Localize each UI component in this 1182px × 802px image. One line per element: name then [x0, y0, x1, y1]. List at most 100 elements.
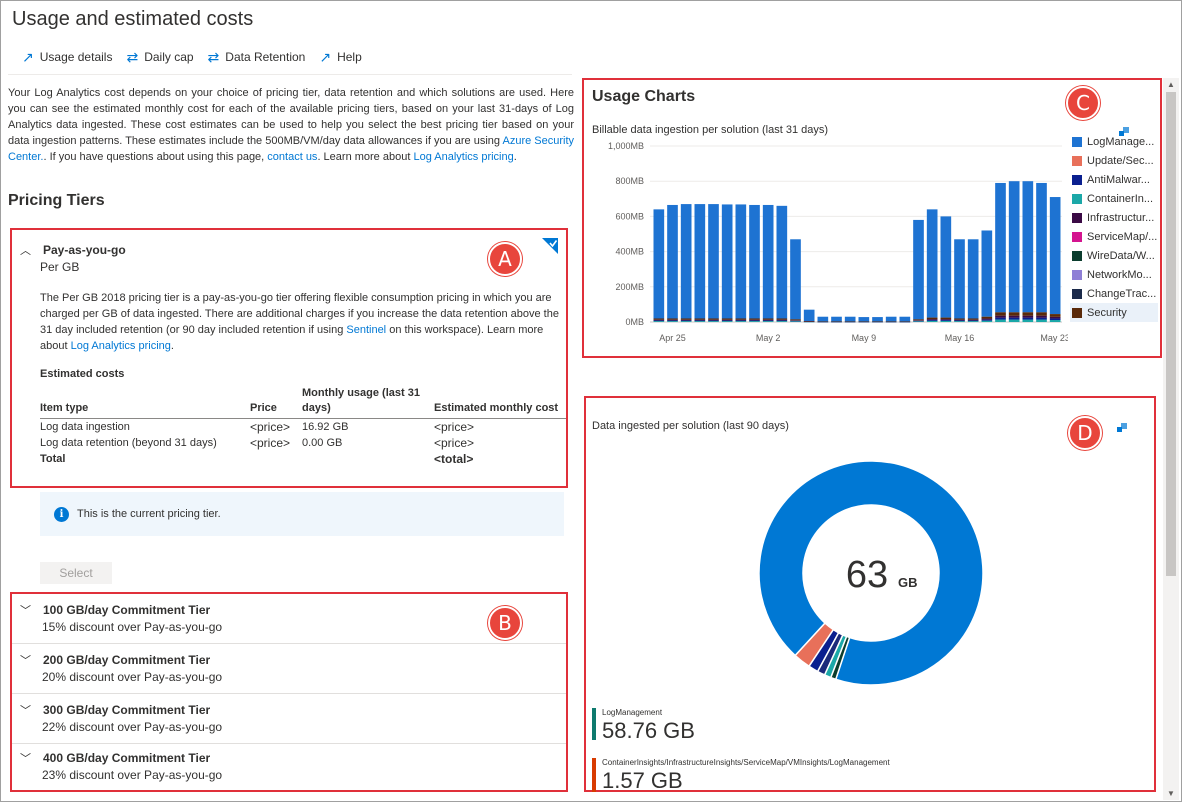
tier-100gb[interactable]: ﹀ 100 GB/day Commitment Tier 15% discount… — [12, 594, 566, 644]
log-analytics-pricing-link[interactable]: Log Analytics pricing — [413, 151, 514, 163]
bar[interactable] — [653, 209, 665, 319]
legend-label: Update/Sec... — [1087, 154, 1154, 167]
bar-segment — [653, 319, 665, 321]
bar[interactable] — [913, 219, 924, 320]
bar[interactable] — [790, 239, 801, 320]
bar[interactable] — [708, 204, 719, 319]
bar[interactable] — [831, 316, 842, 322]
bar[interactable] — [667, 204, 678, 319]
bar[interactable] — [721, 204, 733, 319]
bar-segment — [1036, 312, 1047, 316]
contact-us-link[interactable]: contact us — [267, 151, 318, 163]
bar[interactable] — [749, 204, 760, 319]
bar-segment — [790, 320, 801, 322]
bar[interactable] — [1049, 197, 1061, 315]
bar[interactable] — [995, 182, 1006, 313]
bar[interactable] — [872, 317, 883, 322]
bar[interactable] — [926, 209, 938, 318]
legend-swatch — [1072, 136, 1082, 147]
legend-swatch — [1072, 212, 1082, 223]
scroll-up-icon[interactable]: ▲ — [1167, 80, 1175, 89]
col-price: Price — [250, 402, 277, 414]
chevron-down-icon: ﹀ — [20, 705, 31, 717]
bar-segment — [762, 319, 774, 321]
legend-item[interactable]: ServiceMap/... — [1070, 227, 1158, 246]
bar-segment — [926, 319, 938, 321]
azure-security-center-link[interactable]: Azure Security Center. — [8, 135, 575, 163]
bar[interactable] — [844, 316, 856, 322]
data-ingested-donut-chart[interactable]: 63 GB — [746, 448, 996, 698]
bar-segment — [940, 317, 952, 320]
bar[interactable] — [967, 239, 979, 319]
bar[interactable] — [694, 204, 706, 319]
tier-pricing-link[interactable]: Log Analytics pricing — [70, 340, 171, 352]
legend-item[interactable]: Update/Sec... — [1070, 151, 1158, 170]
bar[interactable] — [940, 216, 952, 318]
x-tick-label: Apr 25 — [659, 333, 686, 343]
bar-segment — [967, 321, 979, 322]
tier-300gb[interactable]: ﹀ 300 GB/day Commitment Tier 22% discount… — [12, 694, 566, 744]
billable-ingestion-bar-chart[interactable]: 0MB 200MB 400MB 600MB 800MB 1,000MB Apr 25 May … — [584, 138, 1068, 358]
tier-discount: 22% discount over Pay-as-you-go — [42, 720, 223, 734]
select-button[interactable]: Select — [40, 562, 112, 584]
legend-item[interactable]: ContainerIn... — [1070, 189, 1158, 208]
bar-segment — [913, 320, 924, 321]
bar[interactable] — [776, 205, 788, 319]
legend-label: Infrastructur... — [1087, 211, 1155, 224]
col-item-type: Item type — [40, 402, 89, 414]
help-button[interactable]: ↗ Help — [319, 50, 361, 64]
legend-item[interactable]: Security — [1070, 303, 1158, 322]
scroll-down-icon[interactable]: ▼ — [1167, 789, 1175, 798]
bar[interactable] — [680, 204, 692, 319]
donut-slice[interactable] — [829, 635, 851, 681]
bar-segment — [708, 320, 719, 322]
bar[interactable] — [981, 230, 993, 317]
tier-400gb[interactable]: ﹀ 400 GB/day Commitment Tier 23% discount… — [12, 742, 566, 792]
bar-segment — [790, 319, 801, 321]
usage-details-label: Usage details — [39, 50, 113, 64]
bar[interactable] — [735, 204, 747, 319]
sentinel-link[interactable]: Sentinel — [346, 324, 387, 336]
bar[interactable] — [1008, 181, 1020, 313]
bar[interactable] — [1022, 181, 1034, 313]
bar-segment — [967, 318, 979, 320]
tier-discount: 23% discount over Pay-as-you-go — [42, 768, 223, 782]
legend-swatch — [1072, 269, 1082, 280]
legend-item[interactable]: Infrastructur... — [1070, 208, 1158, 227]
bar[interactable] — [762, 204, 774, 319]
legend-item[interactable]: WireData/W... — [1070, 246, 1158, 265]
bar[interactable] — [817, 316, 829, 322]
donut-slice[interactable] — [758, 460, 984, 686]
bar[interactable] — [885, 316, 897, 322]
bar-segment — [1022, 315, 1034, 318]
usage-details-button[interactable]: ↗ Usage details — [22, 50, 112, 64]
pin-icon[interactable] — [1118, 126, 1130, 138]
pay-as-you-go-tier[interactable]: ︿ Pay-as-you-go Per GB The Per GB 2018 p… — [10, 228, 568, 488]
bar[interactable] — [899, 316, 911, 322]
bar-segment — [749, 320, 760, 322]
col-monthly-usage: Monthly usage (last 31 days) — [302, 387, 420, 414]
legend-item[interactable]: AntiMalwar... — [1070, 170, 1158, 189]
bar-segment — [721, 318, 733, 320]
legend-item[interactable]: ChangeTrac... — [1070, 284, 1158, 303]
bar[interactable] — [954, 239, 965, 319]
tier-200gb[interactable]: ﹀ 200 GB/day Commitment Tier 20% discount… — [12, 644, 566, 694]
bar-segment — [995, 312, 1006, 316]
legend-item[interactable]: NetworkMo... — [1070, 265, 1158, 284]
vertical-scrollbar[interactable]: ▲ ▼ — [1163, 78, 1179, 800]
data-retention-button[interactable]: ⇄ Data Retention — [208, 50, 306, 64]
tier-header[interactable]: ︿ Pay-as-you-go — [20, 242, 126, 258]
pin-icon[interactable] — [1116, 422, 1128, 434]
scrollbar-thumb[interactable] — [1166, 92, 1176, 576]
daily-cap-button[interactable]: ⇄ Daily cap — [126, 50, 193, 64]
legend-item[interactable]: LogManage... — [1070, 132, 1158, 151]
bar[interactable] — [1036, 182, 1047, 313]
usage-charts-heading: Usage Charts — [592, 88, 696, 105]
commitment-tiers: ﹀ 100 GB/day Commitment Tier 15% discount… — [10, 592, 568, 792]
col-estimated-cost: Estimated monthly cost — [434, 402, 559, 414]
bar[interactable] — [803, 309, 815, 322]
bar[interactable] — [858, 317, 870, 322]
bar-segment — [913, 320, 924, 322]
bar-segment — [967, 319, 979, 321]
bar-segment — [776, 319, 788, 321]
